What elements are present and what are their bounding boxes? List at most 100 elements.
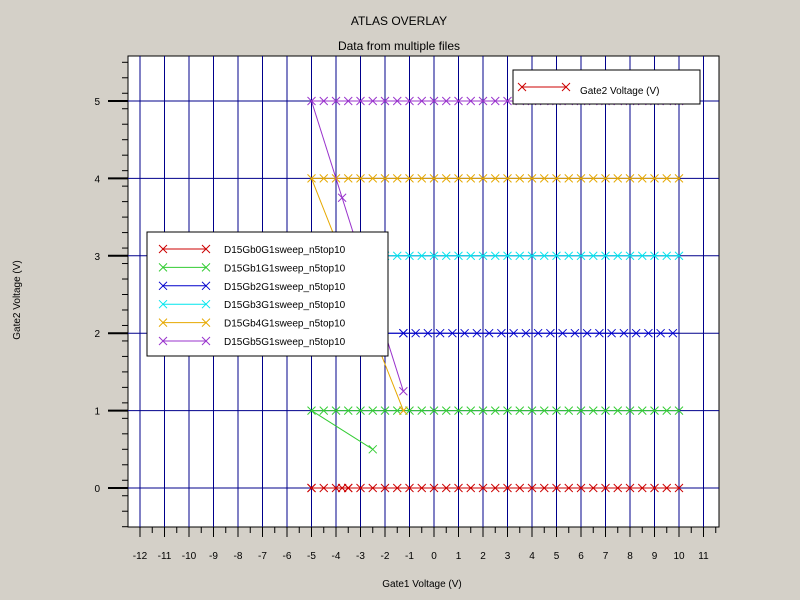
- data-point: [405, 251, 414, 261]
- data-point: [441, 483, 451, 493]
- series-0: [307, 483, 684, 493]
- data-point: [490, 174, 500, 183]
- series-3: [311, 251, 684, 261]
- legend-top-right: Gate2 Voltage (V): [512, 69, 701, 105]
- x-tick-label: -7: [258, 551, 267, 562]
- data-point: [546, 328, 555, 338]
- legend-label: D15Gb5G1sweep_n5top10: [224, 337, 346, 348]
- data-point: [490, 251, 500, 261]
- x-tick-label: -5: [307, 551, 316, 562]
- data-point: [158, 244, 168, 254]
- data-point: [625, 174, 635, 183]
- data-point: [392, 483, 402, 493]
- data-point: [503, 174, 512, 183]
- data-point: [392, 251, 402, 261]
- data-point: [561, 82, 571, 92]
- data-point: [399, 386, 408, 396]
- legend-main: D15Gb0G1sweep_n5top10 D15Gb1G1sweep_n5top…: [146, 231, 389, 357]
- data-point: [392, 174, 402, 183]
- data-point: [588, 251, 598, 261]
- data-point: [368, 444, 378, 454]
- data-point: [337, 483, 347, 493]
- data-point: [460, 328, 469, 338]
- data-point: [662, 483, 672, 493]
- data-point: [201, 263, 211, 272]
- data-point: [558, 328, 567, 338]
- data-point: [429, 96, 439, 106]
- data-point: [337, 193, 347, 203]
- data-point: [490, 96, 500, 106]
- data-point: [405, 406, 414, 415]
- data-point: [674, 406, 684, 415]
- data-point: [637, 251, 647, 261]
- data-point: [405, 96, 414, 106]
- x-tick-label: 11: [698, 551, 709, 562]
- data-point: [417, 174, 427, 183]
- data-point: [539, 483, 549, 493]
- data-point: [515, 483, 525, 493]
- y-tick-label: 2: [94, 329, 100, 340]
- data-point: [307, 483, 316, 493]
- data-point: [490, 406, 500, 415]
- x-axis-label: Gate1 Voltage (V): [382, 579, 462, 590]
- data-point: [319, 96, 329, 106]
- legend-label: D15Gb0G1sweep_n5top10: [224, 245, 346, 256]
- data-point: [564, 406, 574, 415]
- data-point: [435, 328, 445, 338]
- data-point: [650, 483, 659, 493]
- data-point: [576, 174, 586, 183]
- data-point: [356, 406, 365, 415]
- data-point: [656, 328, 665, 338]
- data-point: [503, 251, 512, 261]
- data-point: [466, 174, 476, 183]
- chart-title: ATLAS OVERLAY: [351, 14, 447, 28]
- data-point: [515, 174, 525, 183]
- data-point: [429, 174, 439, 183]
- data-point: [533, 328, 543, 338]
- data-point: [503, 483, 512, 493]
- data-point: [356, 96, 365, 106]
- data-point: [307, 406, 316, 415]
- data-point: [411, 328, 420, 338]
- data-point: [576, 251, 586, 261]
- data-point: [503, 96, 512, 106]
- data-point: [637, 483, 647, 493]
- data-point: [466, 483, 476, 493]
- data-point: [625, 251, 635, 261]
- data-point: [454, 406, 463, 415]
- data-point: [441, 174, 451, 183]
- legend-label: D15Gb1G1sweep_n5top10: [224, 263, 346, 274]
- data-point: [405, 483, 414, 493]
- data-point: [158, 299, 168, 309]
- data-point: [631, 328, 641, 338]
- data-point: [417, 96, 427, 106]
- data-point: [650, 251, 659, 261]
- data-point: [613, 174, 623, 183]
- legend-label: Gate2 Voltage (V): [580, 86, 660, 97]
- data-point: [564, 483, 574, 493]
- data-point: [466, 96, 476, 106]
- data-point: [674, 483, 684, 493]
- data-point: [637, 406, 647, 415]
- data-point: [503, 406, 512, 415]
- data-point: [356, 483, 365, 493]
- data-point: [380, 96, 390, 106]
- x-tick-label: 0: [431, 551, 437, 562]
- data-point: [417, 406, 427, 415]
- data-point: [601, 251, 610, 261]
- data-point: [441, 251, 451, 261]
- data-point: [201, 299, 211, 309]
- data-point: [319, 406, 329, 415]
- data-point: [380, 406, 390, 415]
- x-tick-label: -3: [356, 551, 365, 562]
- data-point: [515, 406, 525, 415]
- data-point: [576, 483, 586, 493]
- data-point: [343, 483, 353, 493]
- data-point: [201, 336, 211, 346]
- data-point: [429, 406, 439, 415]
- data-point: [552, 251, 561, 261]
- y-tick-label: 0: [94, 484, 100, 495]
- data-point: [539, 174, 549, 183]
- data-point: [158, 281, 168, 291]
- data-point: [662, 174, 672, 183]
